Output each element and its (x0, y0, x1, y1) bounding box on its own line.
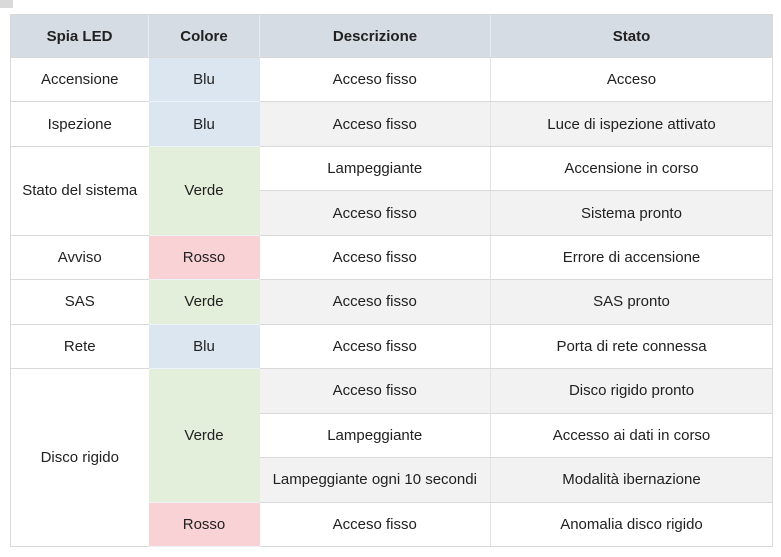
table-row: Rosso Acceso fisso Anomalia disco rigido (11, 501, 773, 548)
description-cell: Acceso fisso (259, 279, 491, 325)
status-cell: Porta di rete connessa (490, 323, 773, 370)
description-cell: Acceso fisso (259, 323, 491, 370)
description-cell: Acceso fisso (259, 190, 491, 236)
status-cell: Modalità ibernazione (490, 457, 773, 503)
table-row: Ispezione Blu Acceso fisso Luce di ispez… (10, 101, 773, 147)
status-cell: Acceso (490, 56, 773, 103)
status-cell: Luce di ispezione attivato (490, 101, 773, 147)
header-colore: Colore (148, 14, 260, 58)
description-cell: Acceso fisso (259, 101, 491, 147)
status-cell: Sistema pronto (490, 190, 773, 236)
table-row: SAS Verde Acceso fisso SAS pronto (10, 279, 773, 325)
color-cell: Rosso (148, 234, 260, 281)
table-row: Rete Blu Acceso fisso Porta di rete conn… (10, 323, 773, 370)
table-row: Acceso fisso Sistema pronto (11, 190, 773, 236)
table-header: Spia LED Colore Descrizione Stato (10, 14, 773, 58)
color-cell: Verde (148, 279, 260, 325)
table-row: Accensione Blu Acceso fisso Acceso (10, 56, 773, 103)
page-edge-fragment (0, 0, 13, 8)
led-name-cell: Stato del sistema (10, 145, 149, 236)
description-cell: Lampeggiante (259, 412, 491, 459)
description-cell: Lampeggiante ogni 10 secondi (259, 457, 491, 503)
color-cell: Blu (148, 101, 260, 147)
status-cell: Anomalia disco rigido (490, 501, 773, 548)
description-cell: Lampeggiante (259, 145, 491, 192)
led-name-cell: Disco rigido (10, 368, 149, 547)
description-cell: Acceso fisso (259, 234, 491, 281)
color-cell: Verde (148, 368, 260, 503)
header-stato: Stato (490, 14, 773, 58)
led-name-cell: SAS (10, 279, 149, 325)
status-cell: Disco rigido pronto (490, 368, 773, 414)
status-cell: Accesso ai dati in corso (490, 412, 773, 459)
description-cell: Acceso fisso (259, 368, 491, 414)
status-cell: Errore di accensione (490, 234, 773, 281)
header-row: Spia LED Colore Descrizione Stato (10, 14, 773, 58)
header-spia-led: Spia LED (10, 14, 149, 58)
description-cell: Acceso fisso (259, 501, 491, 548)
color-cell: Verde (148, 145, 260, 236)
status-cell: SAS pronto (490, 279, 773, 325)
led-name-cell: Ispezione (10, 101, 149, 147)
led-status-table: Spia LED Colore Descrizione Stato Accens… (10, 14, 773, 548)
led-name-cell: Avviso (10, 234, 149, 281)
status-cell: Accensione in corso (490, 145, 773, 192)
color-cell: Blu (148, 56, 260, 103)
table-row: Avviso Rosso Acceso fisso Errore di acce… (10, 234, 773, 281)
led-name-cell: Accensione (10, 56, 149, 103)
table-row: Disco rigido Verde Acceso fisso Disco ri… (10, 368, 773, 547)
color-cell: Blu (148, 323, 260, 370)
table-row: Stato del sistema Verde Lampeggiante Acc… (10, 145, 773, 236)
color-cell: Rosso (148, 501, 260, 548)
led-name-cell: Rete (10, 323, 149, 370)
description-cell: Acceso fisso (259, 56, 491, 103)
header-descrizione: Descrizione (259, 14, 491, 58)
table-row: Lampeggiante Accesso ai dati in corso (11, 412, 773, 459)
